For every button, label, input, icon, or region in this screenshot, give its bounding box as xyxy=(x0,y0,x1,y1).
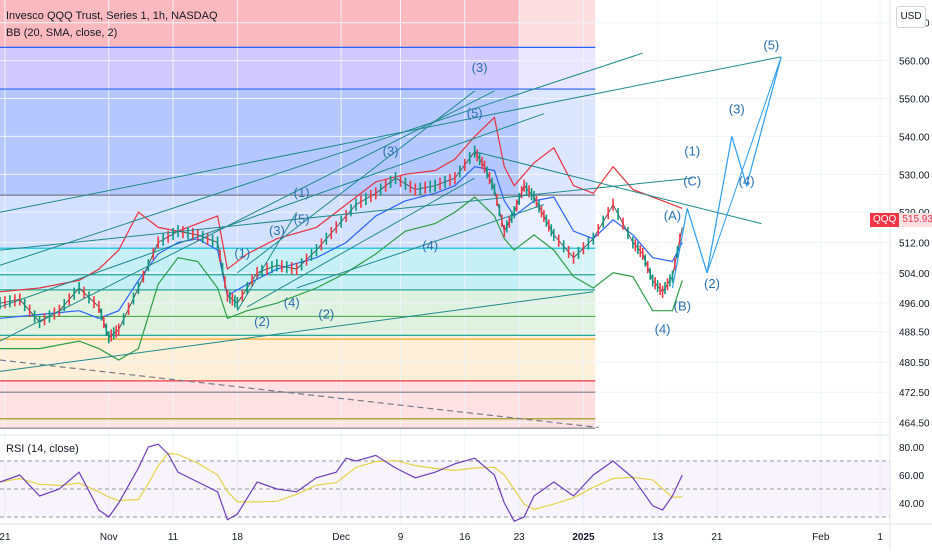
wave-label: (3) xyxy=(472,60,488,75)
fib-zone-extension xyxy=(519,0,596,48)
wave-label: (A) xyxy=(664,208,681,223)
basis-line xyxy=(0,166,683,319)
y-tick-label: 560.00 xyxy=(899,57,930,68)
rsi-tick-label: 40.00 xyxy=(899,499,924,510)
x-tick-label: 21 xyxy=(0,532,11,543)
wave-label: (4) xyxy=(739,174,755,189)
x-tick-label: 23 xyxy=(514,532,526,543)
channel-line xyxy=(0,177,693,251)
fib-zone xyxy=(0,335,520,381)
wave-lines-layer xyxy=(0,52,782,372)
channel-line xyxy=(296,204,545,289)
fib-zone xyxy=(0,195,520,249)
y-tick-label: 540.00 xyxy=(899,132,930,143)
x-tick-label: 21 xyxy=(711,532,723,543)
channel-line xyxy=(0,113,545,308)
y-tick-label: 512.00 xyxy=(899,239,930,250)
x-tick-label: 16 xyxy=(459,532,471,543)
x-tick-label: 2025 xyxy=(572,532,595,543)
channel-line xyxy=(246,177,475,308)
rsi-ma-line xyxy=(0,452,683,510)
projection-path xyxy=(671,56,782,289)
fib-zone xyxy=(0,380,520,429)
rsi-line xyxy=(0,443,683,522)
wave-labels-layer: (3)(5)(3)(1)(5)(3)(1)(2)(4)(2)(4)(A)(B)(… xyxy=(234,37,779,336)
fib-zone xyxy=(0,248,520,290)
price-tag-symbol: QQQ xyxy=(870,213,900,227)
y-tick-label: 464.50 xyxy=(899,419,930,430)
channel-line xyxy=(0,291,594,372)
wave-label: (B) xyxy=(674,299,691,314)
x-tick-label: Feb xyxy=(812,532,830,543)
channel-line xyxy=(236,211,298,311)
price-tag-value: 515.93 xyxy=(899,213,932,227)
wave-label: (5) xyxy=(763,37,779,52)
fib-zone xyxy=(0,89,520,196)
y-tick-label: 488.50 xyxy=(899,328,930,339)
x-tick-label: Dec xyxy=(332,532,350,543)
fib-zone xyxy=(0,0,520,48)
y-tick-label: 550.00 xyxy=(899,95,930,106)
rsi-tick-label: 80.00 xyxy=(899,443,924,454)
wave-label: (2) xyxy=(318,306,334,321)
channel-line xyxy=(0,52,643,266)
dashed-trend-line xyxy=(0,359,599,429)
wave-label: (1) xyxy=(684,143,700,158)
rsi-tick-label: 60.00 xyxy=(899,471,924,482)
fib-zone xyxy=(0,47,520,90)
y-tick-label: 496.00 xyxy=(899,299,930,310)
wave-label: (1) xyxy=(294,185,310,200)
wave-label: (3) xyxy=(383,143,399,158)
channel-line xyxy=(0,90,495,342)
x-tick-label: 11 xyxy=(168,532,179,543)
wave-label: (C) xyxy=(683,174,701,189)
grid-layer xyxy=(0,0,890,524)
x-tick-label: 13 xyxy=(652,532,664,543)
wave-label: (1) xyxy=(234,246,250,261)
wave-label: (5) xyxy=(467,105,483,120)
wave-label: (5) xyxy=(294,212,310,227)
lower-band-line xyxy=(0,196,683,361)
chart-title: Invesco QQQ Trust, Series 1, 1h, NASDAQ xyxy=(6,10,218,22)
wave-label: (2) xyxy=(254,314,270,329)
indicator-legend[interactable]: BB (20, SMA, close, 2) xyxy=(6,27,118,39)
channel-line xyxy=(237,90,475,274)
wave-label: (4) xyxy=(284,295,300,310)
wave-label: (3) xyxy=(269,223,285,238)
fib-zone-extension xyxy=(519,335,596,381)
wave-label: (4) xyxy=(422,238,438,253)
rsi-layer xyxy=(0,434,890,522)
x-tick-label: 1 xyxy=(877,532,883,543)
currency-button[interactable]: USD xyxy=(896,6,926,28)
projection-path xyxy=(706,56,782,274)
wave-label: (3) xyxy=(729,102,745,117)
fib-zone-extension xyxy=(519,47,596,90)
y-tick-label: 530.00 xyxy=(899,170,930,181)
last-price-tag: QQQ 515.93 xyxy=(870,213,932,227)
y-tick-label: 504.00 xyxy=(899,269,930,280)
wave-label: (2) xyxy=(704,276,720,291)
x-tick-label: 9 xyxy=(398,532,404,543)
x-tick-label: 18 xyxy=(232,532,244,543)
price-layer xyxy=(0,145,683,344)
rsi-legend[interactable]: RSI (14, close) xyxy=(6,443,79,455)
x-tick-label: Nov xyxy=(100,532,118,543)
channel-line xyxy=(0,56,782,213)
y-tick-label: 472.50 xyxy=(899,388,930,399)
y-tick-label: 480.50 xyxy=(899,358,930,369)
wave-label: (4) xyxy=(655,321,671,336)
fib-zone-extension xyxy=(519,289,596,336)
channel-line xyxy=(474,151,762,225)
